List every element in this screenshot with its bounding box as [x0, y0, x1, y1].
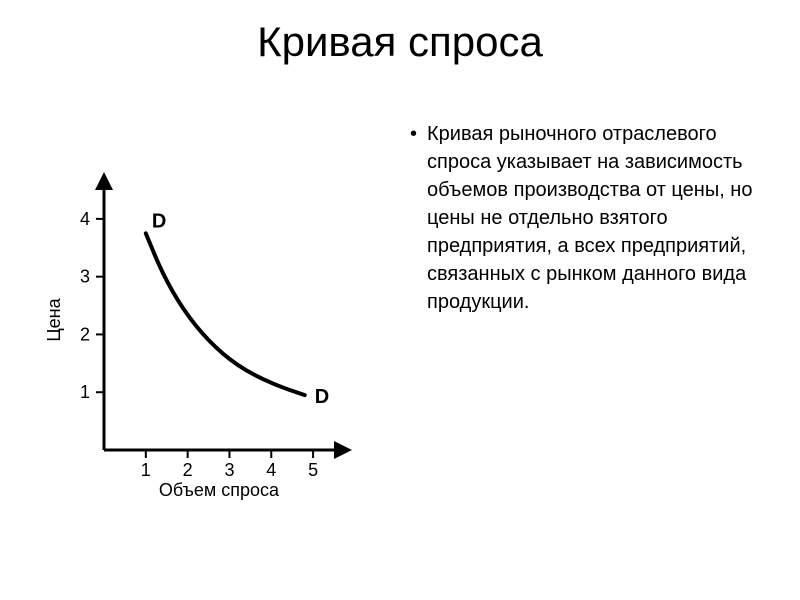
- svg-text:D: D: [152, 210, 166, 232]
- svg-text:Объем спроса: Объем спроса: [159, 480, 280, 500]
- svg-text:1: 1: [80, 382, 90, 402]
- svg-text:D: D: [315, 386, 329, 408]
- svg-text:4: 4: [80, 209, 90, 229]
- svg-text:5: 5: [308, 460, 318, 480]
- svg-text:1: 1: [141, 460, 151, 480]
- demand-curve-chart: 123451234Объем спросаЦенаDD: [40, 150, 360, 500]
- svg-text:3: 3: [80, 267, 90, 287]
- svg-text:2: 2: [183, 460, 193, 480]
- svg-text:4: 4: [266, 460, 276, 480]
- chart-container: 123451234Объем спросаЦенаDD: [0, 110, 400, 580]
- bullet-list: • Кривая рыночного отраслевого спроса ук…: [400, 110, 800, 580]
- content-row: 123451234Объем спросаЦенаDD • Кривая рын…: [0, 110, 800, 580]
- slide: Кривая спроса 123451234Объем спросаЦенаD…: [0, 0, 800, 600]
- bullet-item: • Кривая рыночного отраслевого спроса ук…: [410, 120, 760, 316]
- svg-text:3: 3: [224, 460, 234, 480]
- svg-text:Цена: Цена: [44, 297, 64, 341]
- bullet-text: Кривая рыночного отраслевого спроса указ…: [427, 120, 760, 316]
- slide-title: Кривая спроса: [0, 18, 800, 66]
- bullet-marker: •: [410, 120, 417, 148]
- svg-text:2: 2: [80, 324, 90, 344]
